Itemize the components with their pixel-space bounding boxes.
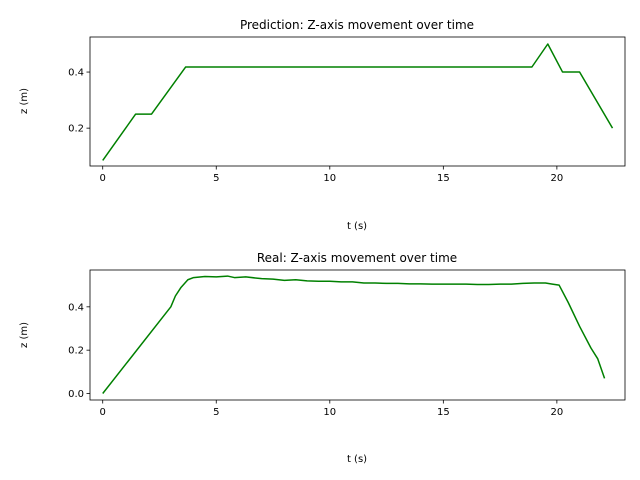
chart-title: Real: Z-axis movement over time: [257, 251, 457, 265]
x-tick-label: 5: [213, 407, 219, 418]
x-tick-label: 0: [100, 407, 106, 418]
y-tick-label: 0.2: [68, 346, 84, 357]
y-tick-label: 0.0: [68, 389, 84, 400]
x-axis-label: t (s): [347, 221, 367, 232]
x-tick-label: 5: [213, 173, 219, 184]
series-line: [102, 275, 606, 394]
y-axis-label: z (m): [19, 322, 30, 348]
y-axis-label: z (m): [19, 88, 30, 114]
x-tick-label: 10: [323, 407, 336, 418]
y-tick-label: 0.4: [68, 302, 84, 313]
x-tick-label: 15: [437, 407, 450, 418]
y-tick-label: 0.4: [68, 68, 84, 79]
x-tick-label: 20: [551, 407, 564, 418]
x-tick-label: 20: [551, 173, 564, 184]
plot-frame: [89, 269, 626, 401]
x-tick-label: 10: [323, 173, 336, 184]
series-line: [102, 43, 614, 161]
chart-title: Prediction: Z-axis movement over time: [240, 18, 474, 32]
real-chart: Real: Z-axis movement over time t (s) z …: [19, 251, 626, 465]
y-tick-label: 0.2: [68, 124, 84, 135]
prediction-chart: Prediction: Z-axis movement over time t …: [19, 18, 626, 232]
x-tick-label: 15: [437, 173, 450, 184]
x-tick-label: 0: [100, 173, 106, 184]
plot-frame: [89, 36, 626, 167]
x-axis-label: t (s): [347, 454, 367, 465]
